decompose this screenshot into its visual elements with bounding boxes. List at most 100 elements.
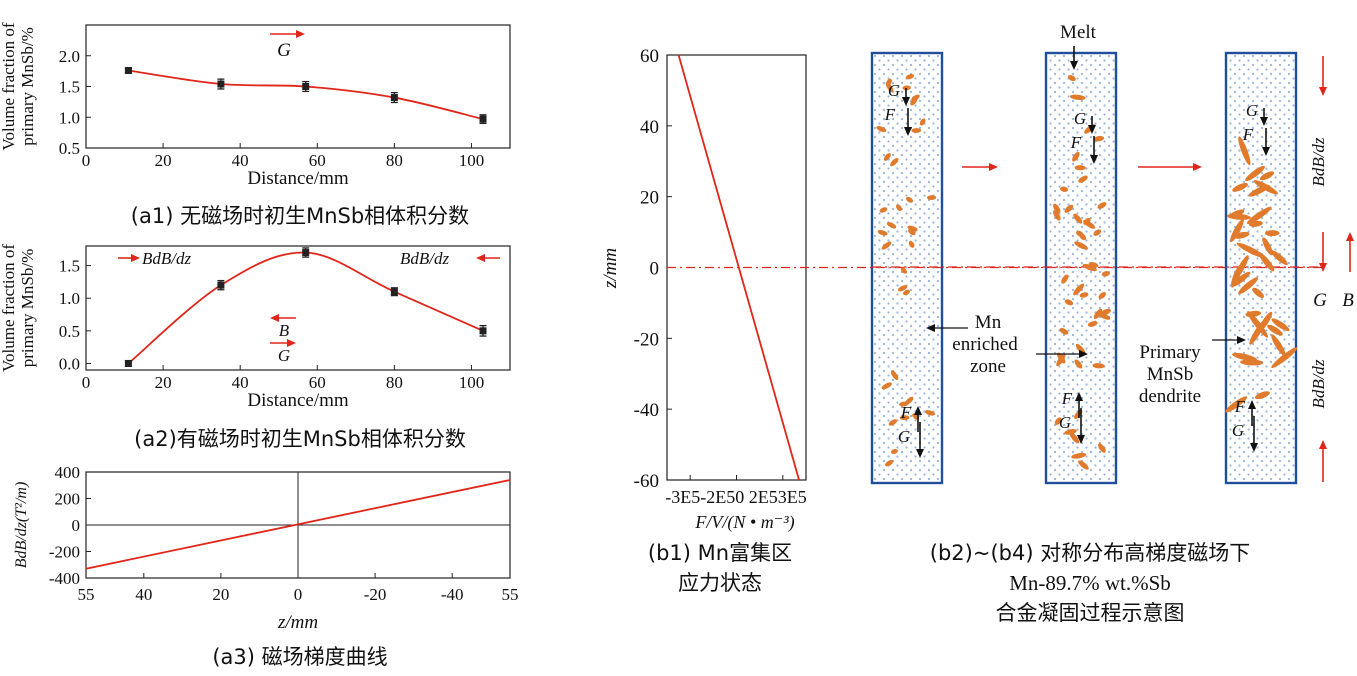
- series-curve: [127, 251, 484, 365]
- mnsb-crystal: [924, 410, 936, 416]
- g-label: G: [888, 81, 900, 100]
- f-label: F: [1061, 389, 1073, 408]
- data-point: [124, 359, 132, 367]
- x-tick-label: 0: [82, 373, 91, 392]
- dendrite-label-line1: Primary: [1139, 342, 1201, 363]
- b-label: B: [279, 321, 290, 340]
- mn-zone-label-line2: enriched: [952, 334, 1018, 355]
- f-label: F: [1070, 133, 1082, 152]
- y-tick-label: 0.0: [59, 354, 80, 373]
- mnsb-dendrite: [1233, 255, 1249, 281]
- x-tick-label: 55: [502, 585, 519, 604]
- mnsb-dendrite: [1233, 231, 1250, 239]
- y-tick-label: 40: [640, 117, 659, 138]
- mnsb-dendrite: [1248, 220, 1263, 227]
- x-tick-label: 55: [78, 585, 95, 604]
- y-axis-label: z/mm: [600, 248, 621, 289]
- mnsb-crystal: [1087, 321, 1098, 327]
- mn-zone-label-line1: Mn: [975, 312, 1002, 333]
- mnsb-crystal: [904, 396, 914, 406]
- caption-b-line2: Mn-89.7% wt.%Sb: [1009, 571, 1171, 595]
- x-tick-label: 80: [386, 373, 403, 392]
- mnsb-crystal: [907, 225, 918, 232]
- mnsb-crystal: [902, 85, 911, 91]
- g-label: G: [277, 40, 291, 61]
- mnsb-crystal: [1097, 443, 1106, 453]
- mnsb-dendrite: [1232, 183, 1248, 192]
- g-direction-arrow-head: [296, 30, 305, 38]
- mnsb-crystal: [885, 460, 894, 467]
- series-line: [85, 479, 511, 570]
- mnsb-crystal: [1064, 204, 1074, 213]
- panel-a3: 55 40 20 0 -20 -40 554002000-200-400z/mmBdB/dz…: [13, 463, 519, 633]
- mnsb-crystal: [1064, 299, 1074, 306]
- right-mid-arrow-down-head: [1319, 263, 1327, 272]
- mnsb-crystal: [1074, 359, 1083, 369]
- mnsb-crystal: [1067, 74, 1076, 82]
- f-label: F: [884, 105, 896, 124]
- y-tick-label: 1.5: [59, 78, 80, 97]
- figure-captions: (a1) 无磁场时初生MnSb相体积分数 (a2)有磁场时初生MnSb相体积分数…: [131, 204, 1250, 669]
- f-label: F: [1242, 125, 1254, 144]
- y-tick-label: -60: [634, 471, 659, 492]
- mnsb-crystal: [1059, 328, 1069, 335]
- y-tick-label: -200: [49, 543, 80, 562]
- mnsb-dendrite: [1267, 324, 1283, 336]
- x-tick-labels: -3E5-2E50 2E53E5: [665, 487, 806, 507]
- mnsb-crystal: [900, 267, 908, 274]
- x-tick-label: 20: [155, 373, 172, 392]
- mnsb-crystal: [1079, 292, 1089, 298]
- y-tick-label: -20: [634, 329, 659, 350]
- data-point: [390, 94, 398, 102]
- x-tick-label: 20: [212, 585, 229, 604]
- y-tick-label: 1.5: [59, 257, 80, 276]
- bdb-left-label: BdB/dz: [142, 249, 191, 268]
- mnsb-dendrite: [1270, 250, 1288, 266]
- mnsb-crystal: [926, 195, 937, 201]
- mnsb-crystal: [1093, 135, 1105, 142]
- mnsb-crystal: [897, 285, 908, 292]
- mnsb-crystal: [1100, 308, 1112, 315]
- f-label: F: [1234, 397, 1246, 416]
- g-right-label: G: [1313, 290, 1327, 311]
- mnsb-crystal: [906, 196, 914, 203]
- y-tick-label: 0.5: [59, 139, 80, 158]
- mnsb-crystal: [1092, 363, 1105, 369]
- g-direction-arrow-head: [287, 339, 296, 347]
- mnsb-crystal: [886, 221, 897, 229]
- f-arrow-up-head: [1075, 392, 1083, 401]
- mnsb-crystal: [1078, 232, 1087, 241]
- x-tick-label: -40: [441, 585, 464, 604]
- caption-b-line3: 合金凝固过程示意图: [996, 601, 1185, 625]
- mnsb-crystal: [881, 241, 892, 250]
- mnsb-crystal: [1093, 229, 1102, 236]
- mnsb-crystal: [911, 128, 922, 133]
- mnsb-dendrite: [1253, 180, 1278, 195]
- mnsb-dendrite: [1226, 213, 1251, 220]
- mnsb-dendrite: [1232, 271, 1251, 287]
- mnsb-crystal: [896, 204, 902, 211]
- mnsb-crystal: [1073, 213, 1083, 224]
- g-label: G: [1074, 109, 1086, 128]
- mnsb-dendrite: [1259, 171, 1275, 181]
- mnsb-crystal: [1053, 203, 1061, 214]
- mnsb-crystal: [908, 240, 915, 248]
- x-axis-label: F/V/(N • m⁻³): [694, 512, 794, 533]
- mnsb-crystal: [1074, 241, 1088, 250]
- x-tick-label: 60: [309, 373, 326, 392]
- y-tick-label: -40: [634, 400, 659, 421]
- mnsb-crystal: [888, 419, 898, 426]
- mnsb-dendrite: [1262, 237, 1273, 256]
- x-tick-label: 20: [155, 151, 172, 170]
- mnsb-crystal: [1083, 217, 1091, 225]
- mnsb-dendrite: [1264, 230, 1280, 237]
- mnsb-crystal: [919, 118, 926, 126]
- mnsb-crystal: [1059, 186, 1069, 192]
- mnsb-crystal: [883, 153, 891, 161]
- mnsb-dendrite: [1249, 319, 1266, 345]
- f-arrow-head: [1262, 147, 1270, 156]
- panel-b1: 60 40 20 0 -20 -40 -60 -3E5-2E50 2E53E5 F/V/(N •…: [600, 46, 1325, 533]
- bdb-top-label: BdB/dz: [1309, 137, 1328, 186]
- b-direction-arrow-head: [270, 314, 279, 322]
